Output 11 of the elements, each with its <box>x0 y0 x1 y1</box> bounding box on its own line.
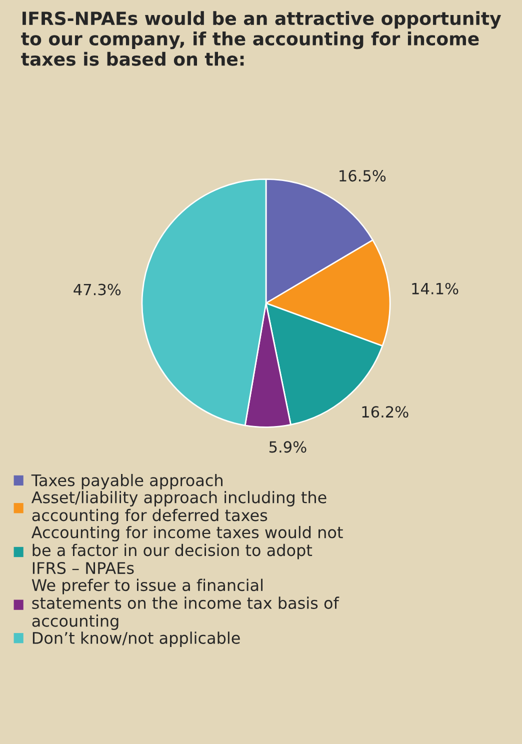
data-label: 16.2% <box>362 406 408 418</box>
legend-label: Taxes payable approach <box>31 474 222 490</box>
legend-label: Accounting for income taxes would not be a factor in our decision to adopt IFRS – NPAEs <box>31 526 343 574</box>
data-label: 47.3% <box>74 284 121 296</box>
data-label: 16.5% <box>340 170 386 182</box>
chart-title: IFRS-NPAEs would be an attractive opportunity to our company, if the accounting for income taxes is based on the: <box>21 11 502 66</box>
data-label: 5.9% <box>269 441 306 453</box>
data-label: 14.1% <box>412 282 458 294</box>
legend-label: Asset/liability approach including the accounting for deferred taxes <box>31 491 326 524</box>
legend-label: Don’t know/not applicable <box>32 632 240 648</box>
legend-label: We prefer to issue a financial statements on the income tax basis of accounting <box>32 578 340 630</box>
